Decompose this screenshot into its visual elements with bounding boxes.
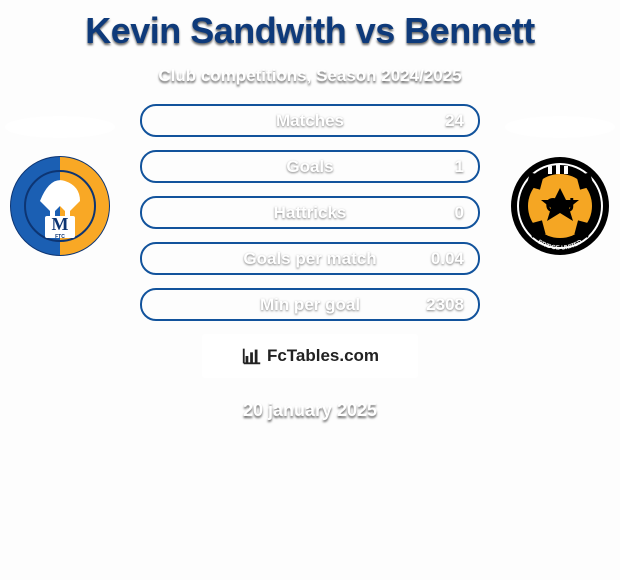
stat-label: Goals [286, 157, 333, 177]
left-spotlight-ellipse [5, 116, 115, 138]
svg-text:M: M [52, 214, 69, 234]
snapshot-date: 20 january 2025 [0, 400, 620, 421]
stat-value-right: 0.04 [431, 249, 464, 269]
left-team-crest: M FTC [10, 156, 110, 256]
right-team-crest: CU BRIDGE UNITED [510, 156, 610, 256]
stat-row: Min per goal 2308 [140, 288, 480, 321]
watermark-text: FcTables.com [267, 346, 379, 366]
stat-value-right: 0 [455, 203, 464, 223]
stat-label: Goals per match [243, 249, 376, 269]
stat-label: Matches [276, 111, 344, 131]
stat-row: Goals per match 0.04 [140, 242, 480, 275]
stat-row: Hattricks 0 [140, 196, 480, 229]
comparison-title: Kevin Sandwith vs Bennett [0, 0, 620, 52]
comparison-card: { "theme": { "background_color": "#fdfdf… [0, 0, 620, 580]
right-team-column: CU BRIDGE UNITED [500, 110, 620, 256]
stat-row: Goals 1 [140, 150, 480, 183]
content-area: M FTC CU BRIDGE UNITED [0, 100, 620, 421]
left-team-column: M FTC [0, 110, 120, 256]
watermark-box: FcTables.com [202, 334, 418, 378]
stat-value-right: 1 [455, 157, 464, 177]
stat-row: Matches 24 [140, 104, 480, 137]
stat-label: Min per goal [260, 295, 360, 315]
right-spotlight-ellipse [505, 116, 615, 138]
stat-value-right: 24 [445, 111, 464, 131]
stat-label: Hattricks [274, 203, 347, 223]
svg-text:CU: CU [546, 195, 575, 217]
stats-table: Matches 24 Goals 1 Hattricks 0 Goals per match… [140, 100, 480, 321]
svg-text:FTC: FTC [55, 234, 65, 240]
stat-value-right: 2308 [426, 295, 464, 315]
bar-chart-icon [241, 345, 263, 367]
subtitle: Club competitions, Season 2024/2025 [0, 66, 620, 86]
